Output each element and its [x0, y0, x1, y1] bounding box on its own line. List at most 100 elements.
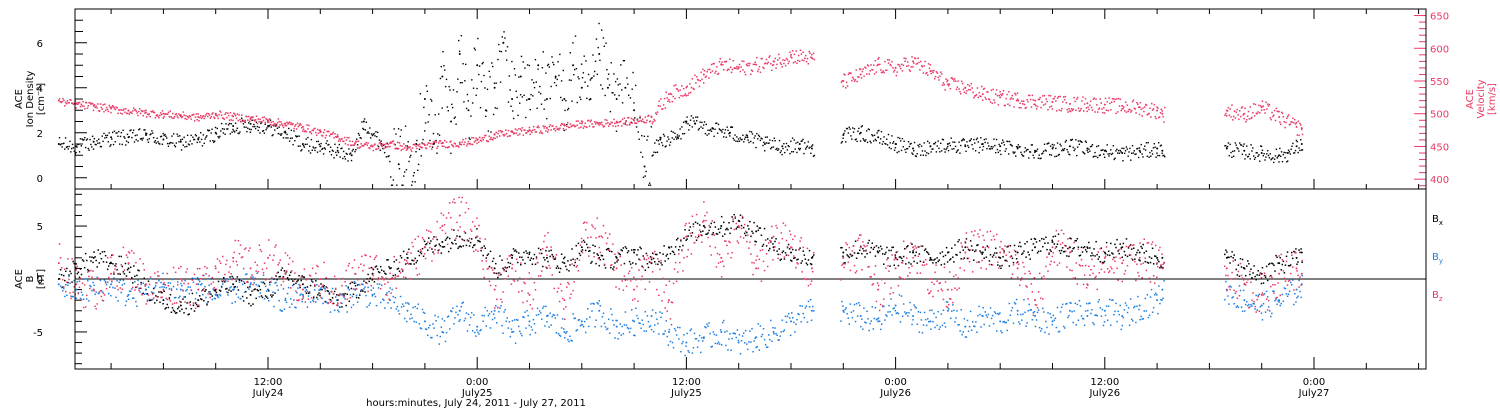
velocity-dot — [664, 98, 666, 100]
density-dot — [446, 79, 447, 80]
density-dot — [277, 128, 278, 129]
bx-point — [75, 267, 77, 269]
velocity-point — [372, 145, 374, 147]
velocity-dot — [998, 104, 1000, 106]
density-dot — [1049, 154, 1050, 155]
density-dot — [63, 143, 64, 144]
bx-dot — [556, 267, 558, 269]
by-dot — [541, 318, 543, 320]
velocity-dot — [234, 113, 236, 115]
density-dot — [893, 141, 894, 142]
velocity-dot — [1141, 109, 1143, 111]
by-dot — [764, 339, 766, 341]
velocity-dot — [427, 144, 429, 146]
bx-dot — [78, 271, 80, 273]
bx-dot — [841, 247, 843, 249]
density-dot — [606, 69, 607, 70]
velocity-dot — [438, 142, 440, 144]
velocity-dot — [539, 132, 541, 134]
velocity-dot — [1299, 123, 1301, 125]
density-dot — [200, 132, 201, 133]
bx-dot — [924, 250, 926, 252]
by-dot — [81, 292, 83, 294]
bx-dot — [842, 256, 844, 258]
by-dot — [1031, 309, 1033, 311]
bx-dot — [646, 253, 648, 255]
by-dot — [932, 321, 934, 323]
density-dot — [425, 122, 426, 123]
velocity-dot — [582, 121, 584, 123]
density-dot — [941, 150, 942, 151]
velocity-dot — [788, 63, 790, 64]
by-dot — [68, 276, 70, 278]
velocity-dot — [1257, 111, 1259, 113]
by-dot — [728, 338, 730, 340]
density-dot — [366, 122, 367, 123]
density-dot — [157, 141, 158, 142]
density-dot — [986, 148, 987, 149]
density-dot — [334, 144, 335, 145]
bx-dot — [351, 288, 353, 290]
velocity-dot — [919, 69, 921, 71]
density-dot — [462, 82, 463, 83]
by-dot — [574, 317, 576, 319]
bx-dot — [797, 259, 799, 261]
bx-dot — [1020, 246, 1022, 248]
density-dot — [183, 137, 184, 138]
velocity-dot — [691, 87, 693, 89]
velocity-dot — [428, 142, 430, 144]
velocity-dot — [1302, 134, 1304, 136]
density-dot — [1297, 152, 1298, 153]
density-dot — [1076, 155, 1077, 156]
bx-dot — [250, 305, 252, 307]
density-dot — [739, 140, 740, 141]
velocity-dot — [143, 110, 145, 112]
velocity-dot — [177, 117, 179, 119]
density-dot — [750, 141, 751, 142]
bx-dot — [125, 263, 127, 265]
velocity-dot — [749, 63, 751, 65]
density-dot — [70, 151, 71, 152]
by-dot — [796, 319, 798, 321]
velocity-dot — [926, 72, 928, 74]
density-dot — [1298, 147, 1299, 148]
density-dot — [348, 148, 349, 149]
velocity-dot — [1012, 98, 1014, 100]
density-dot — [1001, 143, 1002, 144]
density-dot — [1243, 146, 1244, 147]
velocity-dot — [878, 57, 880, 59]
velocity-dot — [578, 127, 580, 129]
bx-dot — [708, 230, 710, 232]
velocity-dot — [464, 142, 466, 144]
by-dot — [412, 307, 414, 309]
density-dot — [789, 153, 790, 154]
by-dot — [165, 287, 167, 289]
velocity-dot — [446, 141, 448, 143]
by-dot — [654, 324, 656, 326]
by-dot — [431, 337, 433, 339]
density-dot — [809, 147, 810, 148]
by-dot — [685, 345, 687, 347]
density-dot — [548, 64, 549, 65]
velocity-dot — [853, 78, 855, 80]
velocity-dot — [1149, 108, 1151, 110]
by-dot — [640, 328, 642, 330]
bx-dot — [179, 310, 181, 312]
velocity-point — [1017, 98, 1019, 100]
velocity-dot — [797, 60, 799, 62]
velocity-point — [703, 73, 705, 75]
density-dot — [439, 135, 440, 136]
density-dot — [1021, 154, 1022, 155]
by-dot — [805, 307, 807, 309]
by-dot — [314, 289, 316, 291]
density-point — [546, 98, 548, 100]
velocity-dot — [695, 82, 697, 84]
velocity-dot — [984, 88, 986, 90]
velocity-dot — [1264, 112, 1266, 114]
density-dot — [394, 128, 395, 129]
density-dot — [473, 88, 474, 89]
bx-dot — [115, 263, 117, 265]
density-dot — [449, 89, 450, 90]
velocity-dot — [441, 145, 443, 147]
density-dot — [171, 135, 172, 136]
